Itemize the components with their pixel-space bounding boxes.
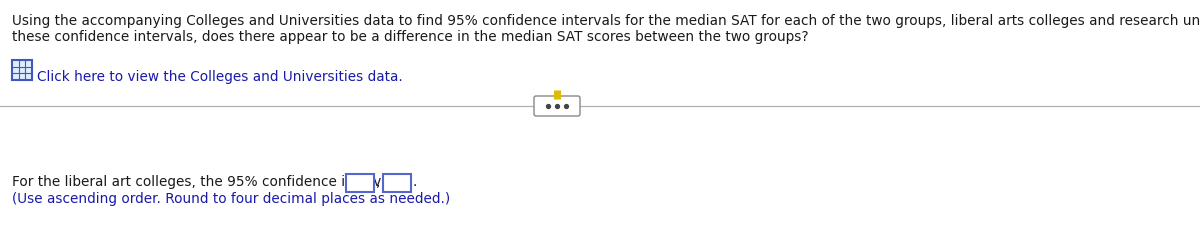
Text: Using the accompanying Colleges and Universities data to find 95% confidence int: Using the accompanying Colleges and Univ…	[12, 14, 1200, 28]
Text: (Use ascending order. Round to four decimal places as needed.): (Use ascending order. Round to four deci…	[12, 192, 450, 206]
FancyBboxPatch shape	[383, 174, 412, 192]
FancyBboxPatch shape	[347, 174, 374, 192]
FancyBboxPatch shape	[534, 96, 580, 116]
Text: .: .	[413, 175, 416, 189]
Text: For the liberal art colleges, the 95% confidence interval is: For the liberal art colleges, the 95% co…	[12, 175, 413, 189]
Text: Click here to view the Colleges and Universities data.: Click here to view the Colleges and Univ…	[37, 70, 403, 84]
Text: ,: ,	[377, 175, 380, 189]
FancyBboxPatch shape	[12, 60, 32, 80]
Text: these confidence intervals, does there appear to be a difference in the median S: these confidence intervals, does there a…	[12, 30, 809, 44]
